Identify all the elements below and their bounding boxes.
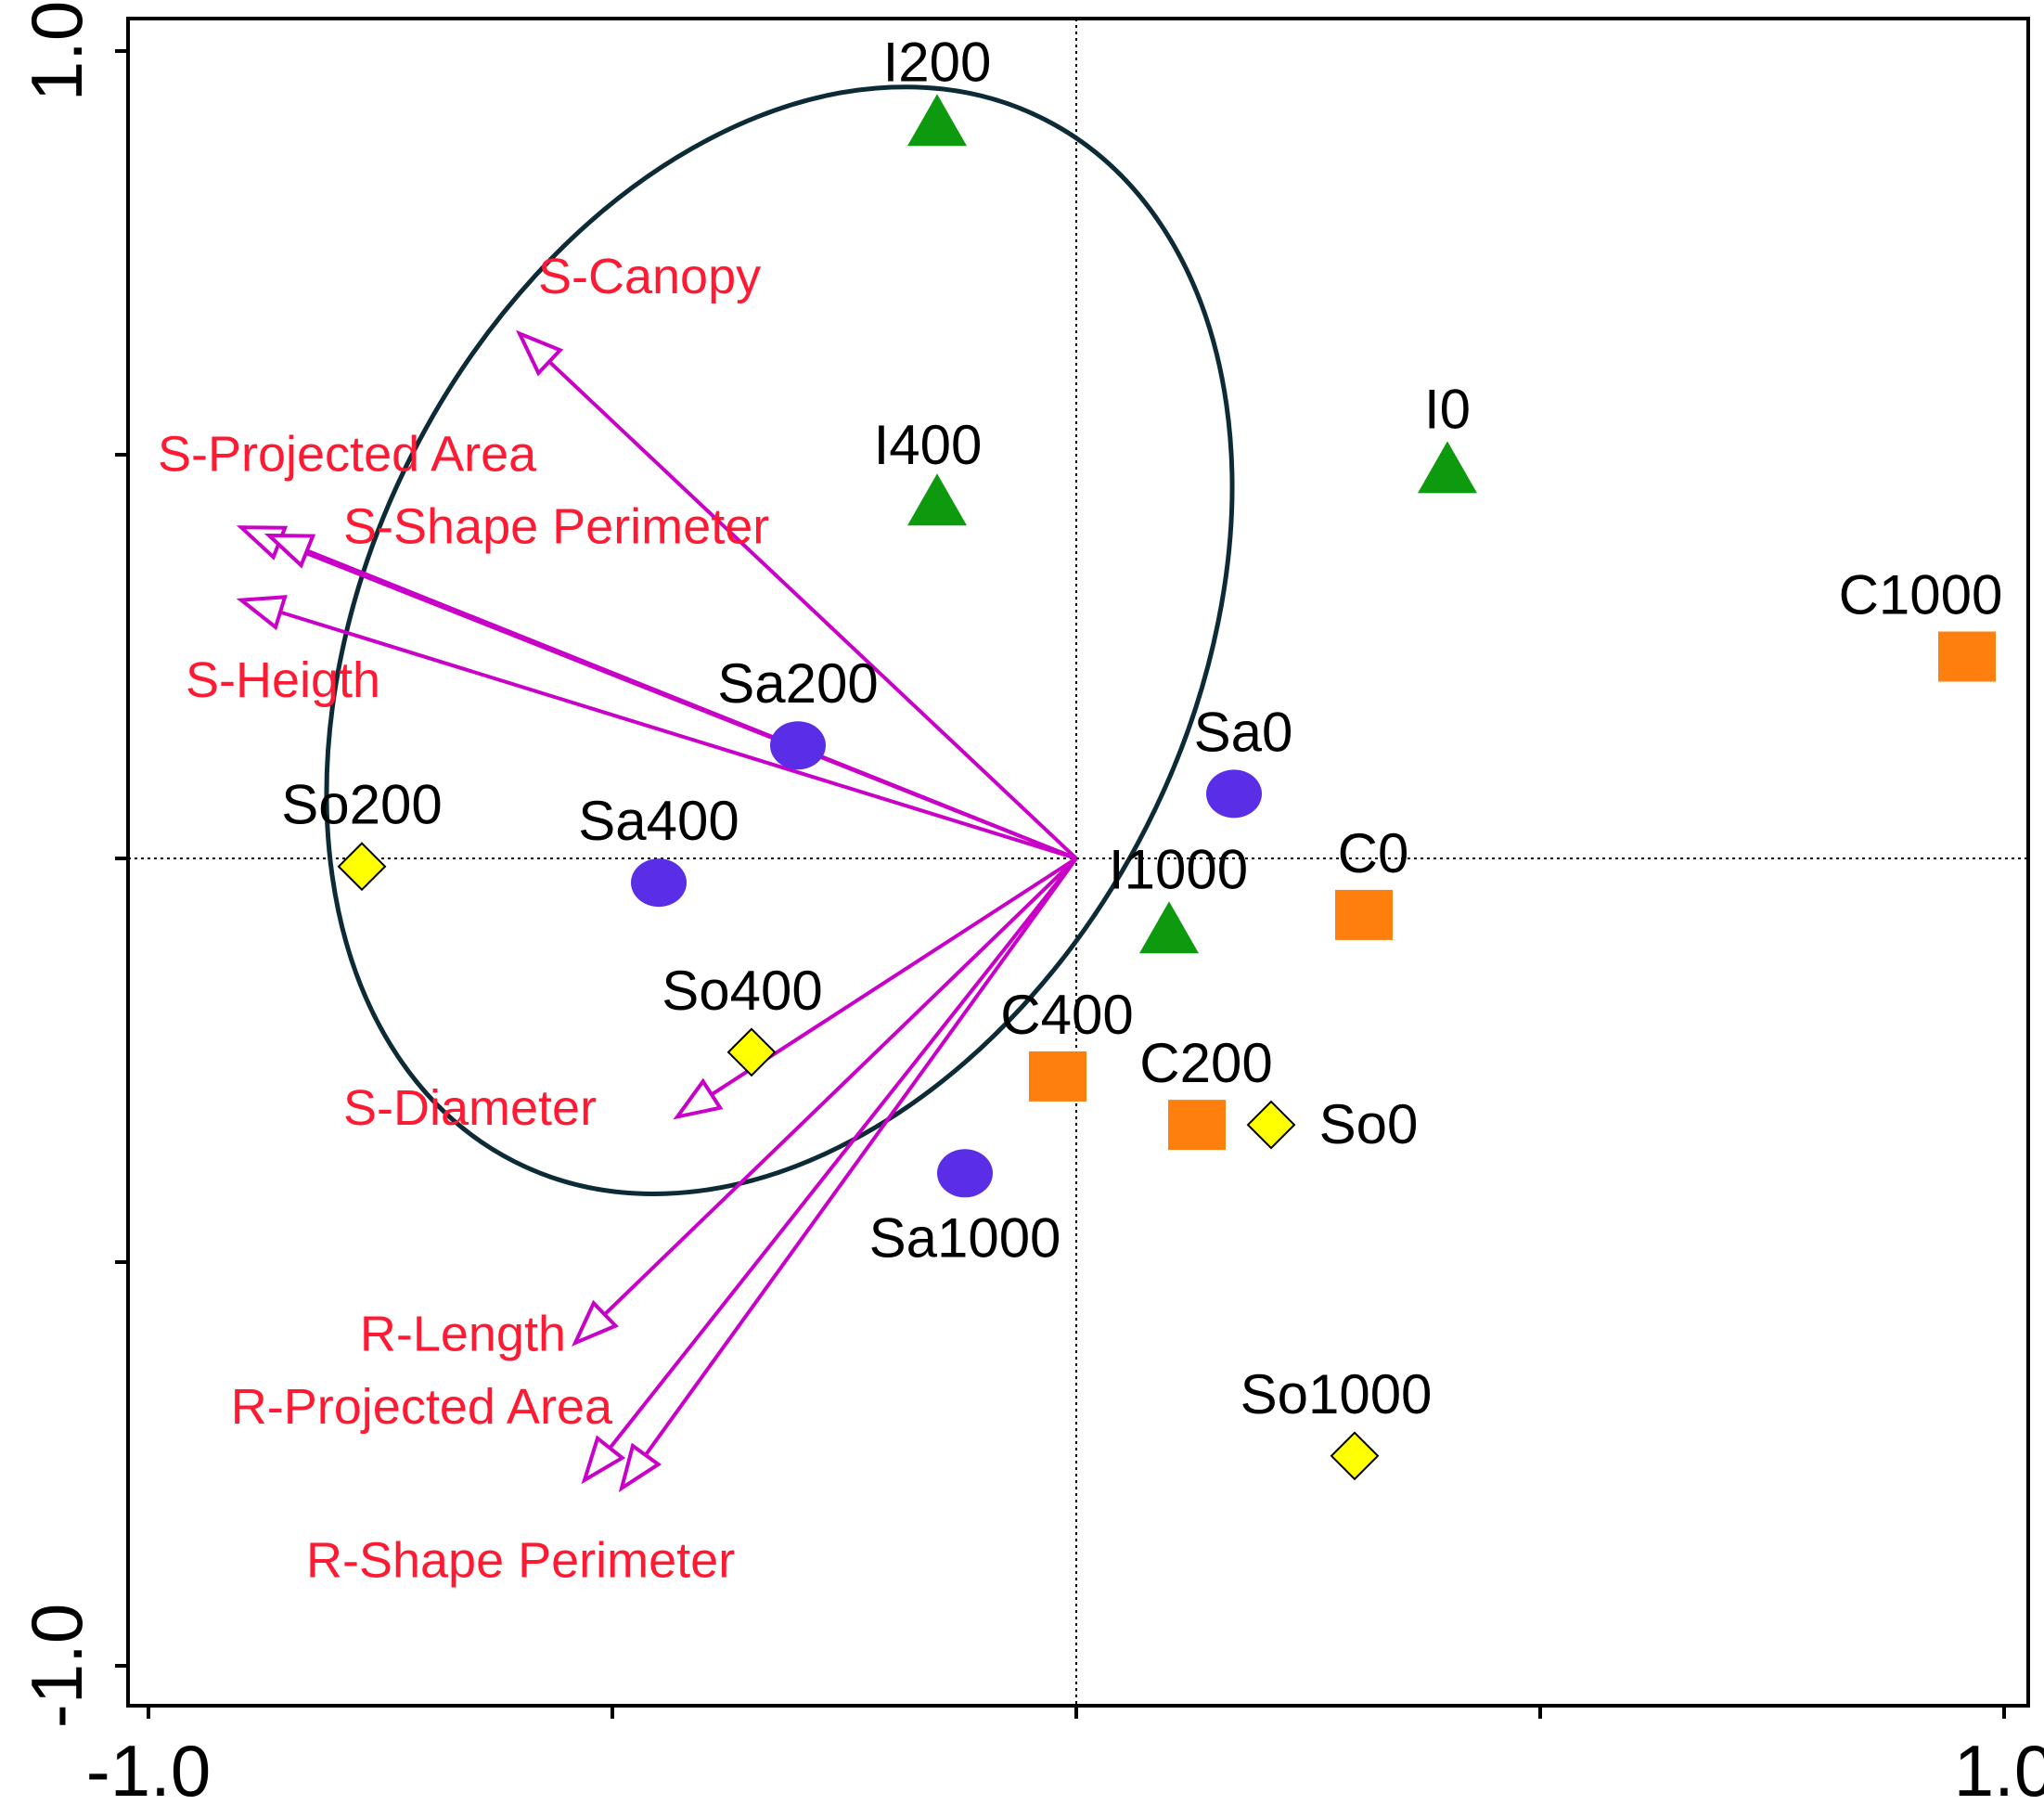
- point-label-sa0: Sa0: [1194, 701, 1293, 763]
- point-label-sa400: Sa400: [578, 790, 739, 852]
- point-label-i200: I200: [883, 31, 992, 93]
- point-label-i1000: I1000: [1109, 838, 1248, 900]
- point-square-c200: [1168, 1100, 1226, 1151]
- vector-s-heigth: [279, 610, 1077, 860]
- point-label-c400: C400: [1000, 984, 1133, 1046]
- point-label-so0: So0: [1319, 1093, 1419, 1155]
- point-square-c400: [1029, 1051, 1086, 1102]
- vector-label-r-projected-area: R-Projected Area: [231, 1379, 613, 1435]
- vector-label-s-projected-area: S-Projected Area: [158, 426, 537, 482]
- y-tick-label-min: -1.0: [16, 1604, 97, 1728]
- vector-arrowhead-r-shape-perimeter: [618, 1442, 662, 1493]
- vector-label-s-shape-perimeter: S-Shape Perimeter: [343, 499, 769, 555]
- axis-ticks: -1.0 1.0 1.0 -1.0: [16, 1, 2044, 1805]
- point-label-so200: So200: [281, 774, 443, 836]
- point-square-c0: [1335, 889, 1393, 940]
- point-label-sa1000: Sa1000: [869, 1206, 1061, 1269]
- point-label-c0: C0: [1338, 822, 1409, 884]
- point-circle-sa400: [631, 858, 687, 908]
- point-diamond-so400: [726, 1027, 777, 1077]
- vector-arrowhead-s-diameter: [673, 1077, 724, 1120]
- point-diamond-so0: [1246, 1100, 1296, 1150]
- point-triangle-i200: [907, 94, 967, 147]
- vector-arrowhead-s-shape-perimeter: [264, 533, 316, 569]
- vector-arrowhead-r-length: [572, 1299, 619, 1347]
- point-diamond-so1000: [1330, 1431, 1380, 1481]
- zero-reference-lines: [128, 19, 2028, 1706]
- vector-label-s-heigth: S-Heigth: [186, 652, 380, 708]
- point-circle-sa1000: [937, 1149, 993, 1198]
- vector-label-s-diameter: S-Diameter: [343, 1080, 597, 1136]
- vector-label-s-canopy: S-Canopy: [538, 249, 761, 304]
- point-label-i400: I400: [874, 414, 983, 476]
- point-triangle-i0: [1418, 441, 1477, 494]
- confidence-ellipse-group: [324, 84, 1235, 1196]
- point-circle-sa0: [1206, 769, 1262, 819]
- vector-r-length: [603, 857, 1078, 1316]
- point-diamond-so200: [337, 842, 387, 892]
- x-tick-label-min: -1.0: [86, 1730, 211, 1805]
- text-labels: S-Canopy S-Projected Area S-Shape Perimete…: [158, 31, 2002, 1588]
- point-triangle-i400: [907, 473, 967, 526]
- y-tick-label-max: 1.0: [16, 1, 97, 101]
- point-circle-sa200: [770, 721, 826, 770]
- plot-frame: [126, 17, 2030, 1708]
- point-label-so1000: So1000: [1241, 1363, 1433, 1425]
- vector-s-canopy: [547, 360, 1078, 860]
- vector-arrowhead-s-heigth: [236, 595, 288, 631]
- point-label-c1000: C1000: [1839, 564, 2003, 626]
- point-triangle-i1000: [1139, 901, 1199, 954]
- vector-label-r-length: R-Length: [360, 1307, 566, 1362]
- vector-s-shape-perimeter: [306, 548, 1077, 860]
- confidence-ellipse: [324, 84, 1235, 1196]
- vector-arrowhead-r-projected-area: [581, 1435, 626, 1485]
- vector-r-shape-perimeter: [644, 857, 1078, 1457]
- point-label-i0: I0: [1424, 378, 1471, 440]
- sample-points: [337, 94, 1996, 1481]
- x-tick-label-max: 1.0: [1954, 1730, 2044, 1805]
- point-square-c1000: [1938, 631, 1996, 682]
- point-label-sa200: Sa200: [717, 652, 879, 715]
- point-label-c200: C200: [1139, 1032, 1272, 1094]
- vector-r-projected-area: [608, 857, 1078, 1450]
- point-label-so400: So400: [662, 960, 823, 1022]
- vector-arrowhead-s-canopy: [515, 329, 564, 377]
- vector-label-r-shape-perimeter: R-Shape Perimeter: [306, 1532, 735, 1588]
